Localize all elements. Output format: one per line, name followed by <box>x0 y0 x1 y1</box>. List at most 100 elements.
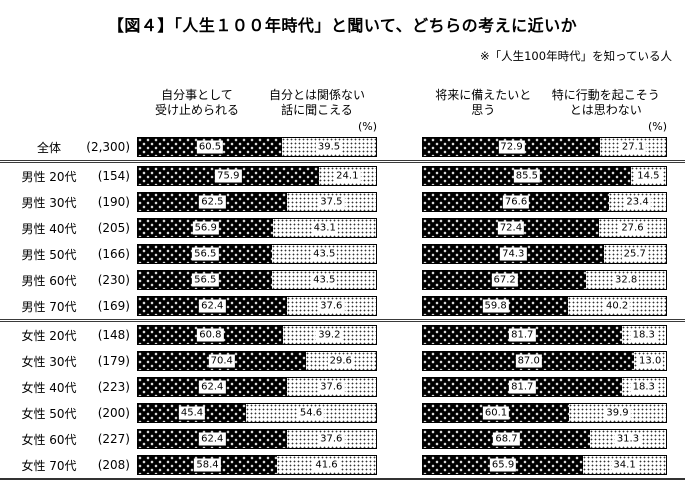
right-light-value: 34.1 <box>611 458 638 472</box>
right-light-segment: 14.5 <box>630 167 666 185</box>
right-bar: 87.0 13.0 <box>422 351 667 371</box>
right-light-value: 18.3 <box>630 380 657 394</box>
right-light-value: 31.3 <box>614 432 642 446</box>
right-dark-value: 68.7 <box>493 432 520 446</box>
table-row: 女性 20代 (148) 60.8 39.2 81.7 18.3 <box>0 322 685 348</box>
right-light-value: 25.7 <box>621 247 648 261</box>
left-light-segment: 39.2 <box>282 326 376 344</box>
right-dark-segment: 76.6 <box>423 193 610 211</box>
left-bar: 62.4 37.6 <box>137 429 377 449</box>
left-dark-value: 56.9 <box>192 221 219 235</box>
row-count: (179) <box>97 354 130 368</box>
right-light-value: 23.4 <box>624 195 651 209</box>
left-dark-segment: 58.4 <box>138 456 277 474</box>
left-light-segment: 37.6 <box>286 430 376 448</box>
left-light-segment: 24.1 <box>318 167 376 185</box>
right-light-segment: 39.9 <box>569 404 666 422</box>
right-light-segment: 27.1 <box>600 138 666 156</box>
left-bar: 56.9 43.1 <box>137 218 377 238</box>
right-light-value: 13.0 <box>637 354 664 368</box>
left-dark-segment: 75.9 <box>138 167 319 185</box>
row-count: (205) <box>97 221 130 235</box>
row-count: (200) <box>97 406 130 420</box>
right-light-value: 40.2 <box>604 299 631 313</box>
left-dark-value: 75.9 <box>215 169 242 183</box>
left-light-segment: 43.5 <box>272 271 376 289</box>
left-dark-segment: 45.4 <box>138 404 247 422</box>
right-dark-segment: 68.7 <box>423 430 590 448</box>
right-dark-value: 65.9 <box>489 458 517 472</box>
left-dark-value: 56.5 <box>192 273 219 287</box>
left-light-segment: 43.5 <box>272 245 376 263</box>
right-bar: 76.6 23.4 <box>422 192 667 212</box>
right-bar: 72.9 27.1 <box>422 137 667 157</box>
left-dark-value: 62.4 <box>199 432 226 446</box>
right-dark-value: 76.6 <box>502 195 530 209</box>
left-dark-segment: 62.5 <box>138 193 287 211</box>
right-bar: 85.5 14.5 <box>422 166 667 186</box>
right-light-value: 14.5 <box>635 169 662 183</box>
left-light-segment: 37.5 <box>286 193 376 211</box>
right-dark-segment: 60.1 <box>423 404 570 422</box>
right-light-segment: 27.6 <box>598 219 666 237</box>
row-label: 男性 40代 <box>21 221 77 236</box>
left-panel-col2-header: 自分とは関係ない 話に聞こえる <box>268 88 365 117</box>
right-panel-col2-header: 特に行動を起こそう とは思わない <box>551 88 660 117</box>
table-row: 全体 (2,300) 60.5 39.5 72.9 27.1 <box>0 134 685 160</box>
right-dark-value: 60.1 <box>482 406 510 420</box>
row-label: 女性 50代 <box>21 406 77 421</box>
left-dark-segment: 70.4 <box>138 352 306 370</box>
left-dark-value: 70.4 <box>208 354 235 368</box>
left-light-segment: 39.5 <box>281 138 376 156</box>
right-dark-segment: 74.3 <box>423 245 604 263</box>
right-dark-segment: 59.8 <box>423 297 569 315</box>
right-dark-segment: 81.7 <box>423 378 622 396</box>
left-dark-segment: 62.4 <box>138 430 287 448</box>
left-dark-value: 60.8 <box>197 328 224 342</box>
right-bar: 59.8 40.2 <box>422 296 667 316</box>
row-count: (230) <box>97 273 130 287</box>
right-light-segment: 18.3 <box>621 326 666 344</box>
row-count: (190) <box>97 195 130 209</box>
row-label: 男性 30代 <box>21 195 77 210</box>
right-dark-value: 87.0 <box>515 354 542 368</box>
left-light-value: 43.5 <box>311 247 338 261</box>
right-dark-value: 59.8 <box>482 299 509 313</box>
row-count: (148) <box>97 328 130 342</box>
left-bar: 60.8 39.2 <box>137 325 377 345</box>
figure-note: ※「人生100年時代」を知っている人 <box>479 49 672 63</box>
right-dark-segment: 72.9 <box>423 138 601 156</box>
left-dark-value: 62.5 <box>199 195 226 209</box>
left-dark-value: 56.5 <box>192 247 219 261</box>
left-dark-value: 62.4 <box>199 380 226 394</box>
left-dark-value: 45.4 <box>178 406 206 420</box>
table-row: 女性 30代 (179) 70.4 29.6 87.0 13.0 <box>0 348 685 374</box>
left-light-segment: 37.6 <box>286 378 376 396</box>
left-light-segment: 29.6 <box>305 352 376 370</box>
table-row: 男性 20代 (154) 75.9 24.1 85.5 14.5 <box>0 163 685 189</box>
right-panel-headers: 将来に備えたいと 思う 特に行動を起こそう とは思わない <box>422 88 667 118</box>
left-bar: 75.9 24.1 <box>137 166 377 186</box>
table-row: 女性 70代 (208) 58.4 41.6 65.9 34.1 <box>0 452 685 478</box>
row-label: 男性 60代 <box>21 273 77 288</box>
right-bar: 81.7 18.3 <box>422 325 667 345</box>
right-dark-segment: 67.2 <box>423 271 587 289</box>
right-light-segment: 25.7 <box>603 245 666 263</box>
row-count: (2,300) <box>86 140 130 154</box>
table-row: 男性 30代 (190) 62.5 37.5 76.6 23.4 <box>0 189 685 215</box>
table-row: 男性 40代 (205) 56.9 43.1 72.4 27.6 <box>0 215 685 241</box>
figure-title: 【図４】「人生１００年時代」と聞いて、どちらの考えに近いか <box>107 16 578 35</box>
right-panel-col1-header: 将来に備えたいと 思う <box>435 88 532 117</box>
right-light-segment: 13.0 <box>634 352 666 370</box>
left-light-value: 41.6 <box>313 458 340 472</box>
right-light-value: 18.3 <box>630 328 657 342</box>
left-dark-segment: 60.8 <box>138 326 283 344</box>
right-bar: 60.1 39.9 <box>422 403 667 423</box>
left-bar: 70.4 29.6 <box>137 351 377 371</box>
table-row: 女性 40代 (223) 62.4 37.6 81.7 18.3 <box>0 374 685 400</box>
left-bar: 58.4 41.6 <box>137 455 377 475</box>
left-light-value: 43.5 <box>311 273 338 287</box>
left-light-value: 37.6 <box>318 380 345 394</box>
left-light-value: 54.6 <box>297 406 325 420</box>
